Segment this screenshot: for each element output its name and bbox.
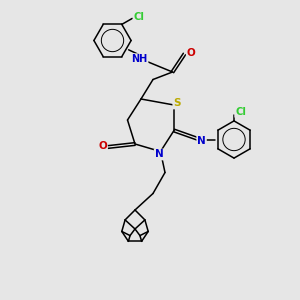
- Text: Cl: Cl: [235, 107, 246, 117]
- Text: Cl: Cl: [134, 12, 144, 22]
- Text: N: N: [154, 149, 164, 160]
- Text: O: O: [98, 140, 107, 151]
- Text: S: S: [173, 98, 181, 109]
- Text: N: N: [197, 136, 206, 146]
- Text: NH: NH: [131, 54, 148, 64]
- Text: O: O: [187, 47, 196, 58]
